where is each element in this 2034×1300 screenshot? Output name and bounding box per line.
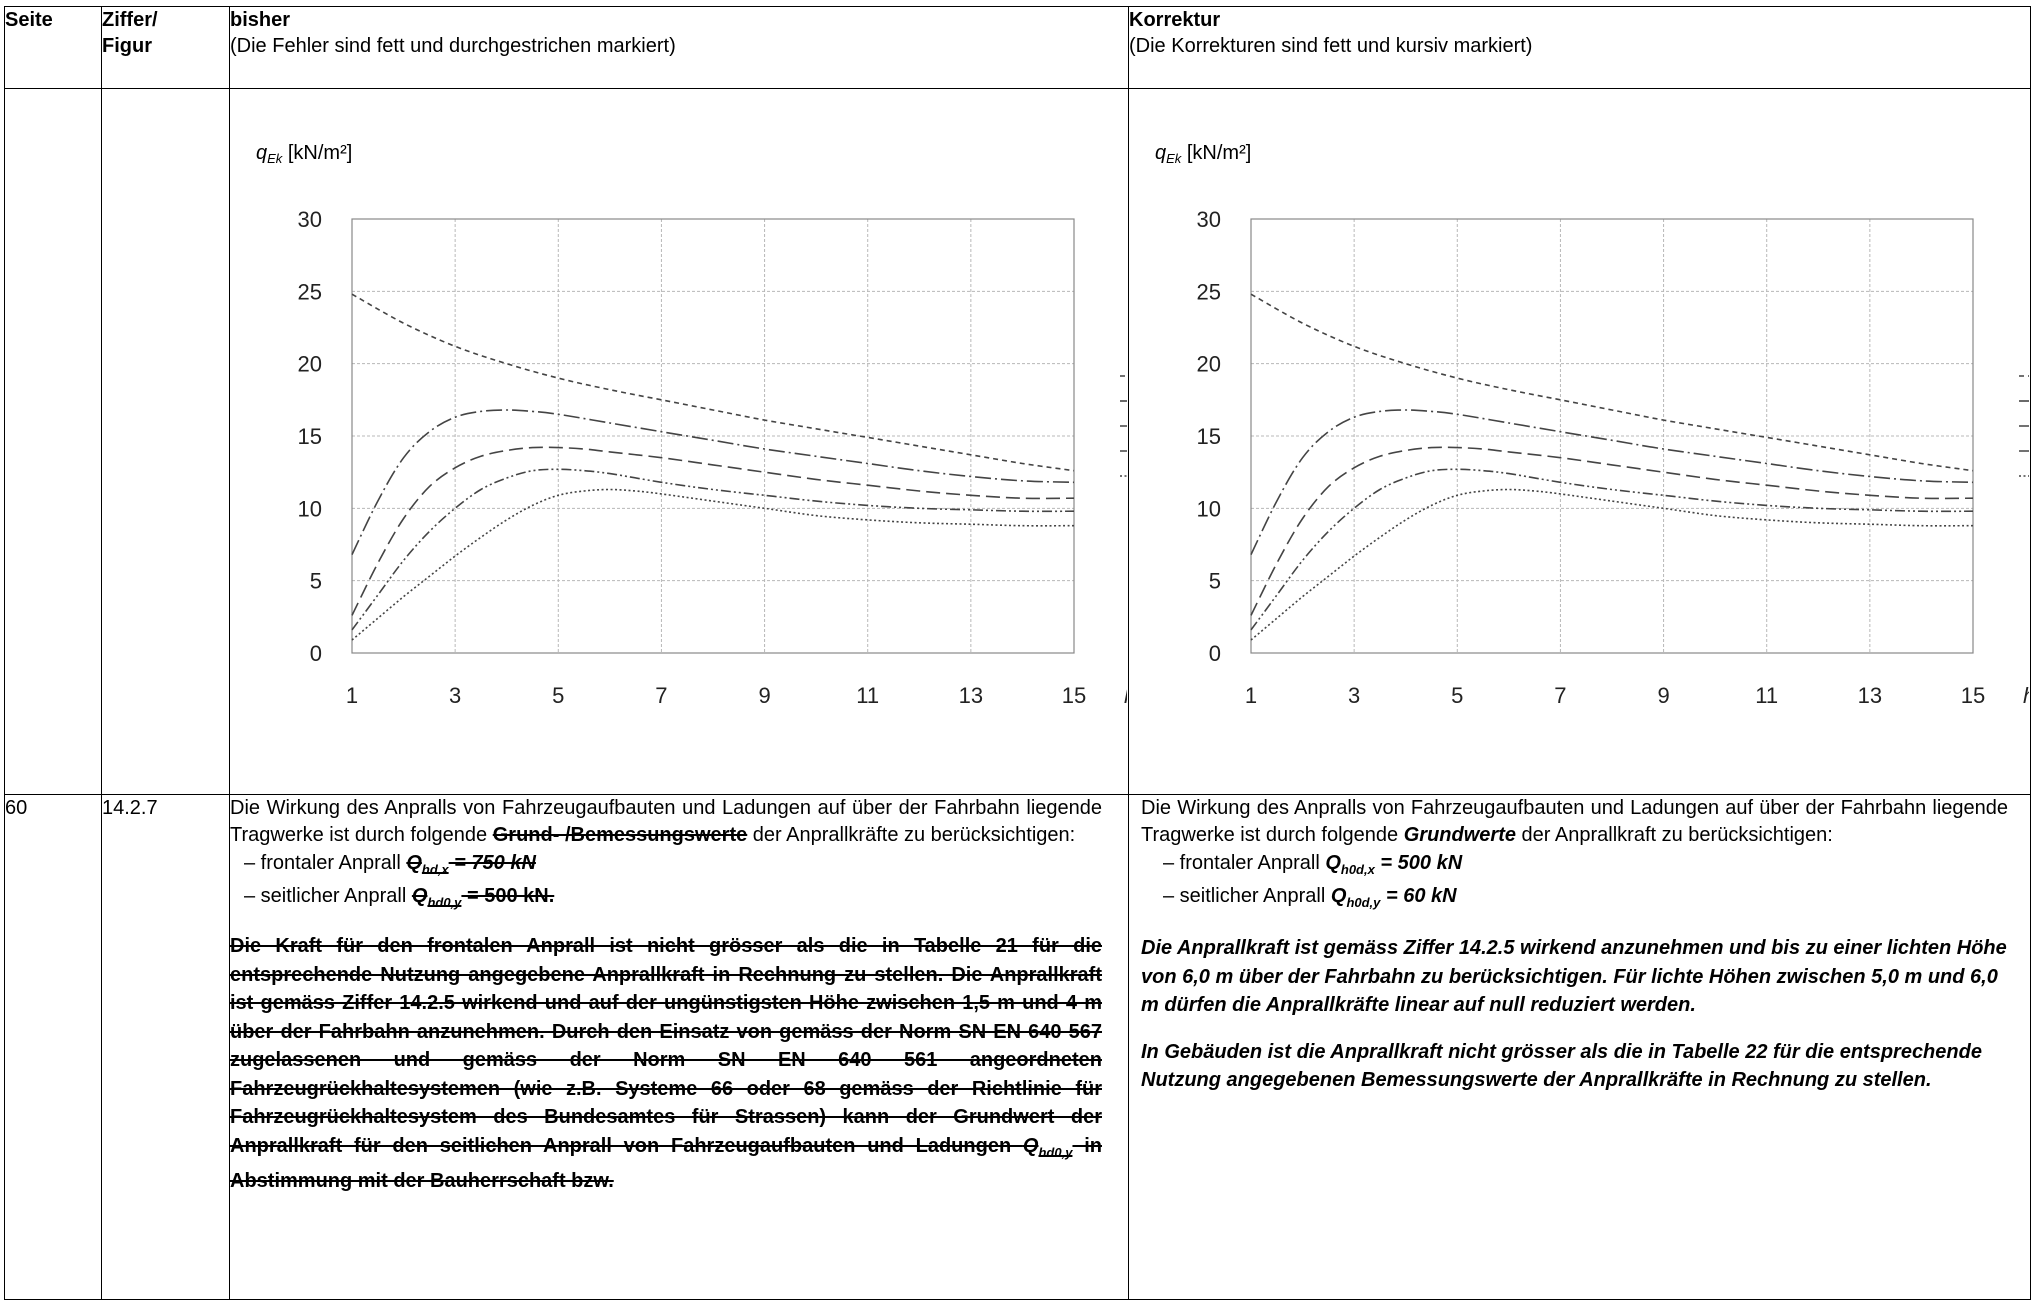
y-axis-label: qEk [kN/m²] [256, 142, 352, 166]
x-tick-label: 7 [1554, 683, 1566, 708]
new-paragraph-1: Die Anprallkraft ist gemäss Ziffer 14.2.… [1141, 937, 2007, 1016]
old-item-lateral: – seitlicher Anprall Qhd0,y = 500 kN. [244, 885, 555, 910]
figure-row-page [4, 88, 102, 795]
old-q-lateral: Qhd0,y [411, 885, 462, 910]
header-clause: Ziffer/Figur [101, 6, 230, 89]
figure-new-cell: qEk [kN/m²]05101520253013579111315h [m]a… [1128, 88, 2034, 795]
new-intro: Die Wirkung des Anpralls von Fahrzeugauf… [1141, 797, 2008, 846]
x-tick-label: 9 [1657, 683, 1669, 708]
x-tick-label: 3 [449, 683, 461, 708]
series-line [351, 446, 1075, 616]
chart-old: qEk [kN/m²]05101520253013579111315h [m]a… [256, 142, 1254, 708]
x-axis-label: h [m] [2023, 683, 2029, 708]
x-tick-label: 13 [1858, 683, 1882, 708]
x-tick-label: 11 [1755, 683, 1778, 708]
x-tick-label: 7 [655, 683, 667, 708]
x-tick-label: 13 [959, 683, 983, 708]
new-values-list: – frontaler Anprall Qh0d,x = 500 kN – se… [1163, 850, 2008, 916]
new-q-frontal: Qh0d,x = 500 kN [1325, 852, 1463, 877]
y-tick-label: 0 [310, 641, 322, 666]
new-item-lateral: – seitlicher Anprall Qh0d,y = 60 kN [1163, 885, 1457, 910]
plot-frame [1250, 218, 1974, 654]
old-text: Die Wirkung des Anpralls von Fahrzeugauf… [230, 795, 1102, 1196]
y-tick-label: 25 [298, 279, 322, 304]
y-tick-label: 10 [298, 496, 322, 521]
x-axis-label: h [m] [1124, 683, 1127, 708]
errata-table: Seite Ziffer/Figur bisher (Die Fehler sin… [4, 6, 2034, 1300]
figure-row: qEk [kN/m²]05101520253013579111315h [m]a… [4, 88, 2034, 795]
row-page-number: 60 [4, 794, 102, 1300]
series-line [1250, 409, 1974, 555]
header-new: Korrektur (Die Korrekturen sind fett und … [1128, 6, 2031, 89]
old-intro: Die Wirkung des Anpralls von Fahrzeugauf… [230, 797, 1102, 846]
series-line [351, 488, 1075, 641]
x-tick-label: 5 [552, 683, 564, 708]
figure-row-clause [101, 88, 230, 795]
x-tick-label: 3 [1348, 683, 1360, 708]
text-row: 60 14.2.7 Die Wirkung des Anpralls von F… [4, 794, 2031, 1300]
old-deleted-paragraph: Die Kraft für den frontalen Anprall ist … [230, 935, 1102, 1192]
series-line [1250, 446, 1974, 616]
new-paragraph-2: In Gebäuden ist die Anprallkraft nicht g… [1141, 1040, 1982, 1092]
series-line [351, 293, 1075, 472]
x-tick-label: 11 [856, 683, 879, 708]
x-tick-label: 5 [1451, 683, 1463, 708]
series-line [1250, 488, 1974, 641]
old-text-cell: Die Wirkung des Anpralls von Fahrzeugauf… [229, 794, 1129, 1300]
y-tick-label: 25 [1197, 279, 1221, 304]
old-q-frontal: Qhd,x = 750 kN [406, 852, 536, 877]
y-tick-label: 15 [298, 424, 322, 449]
y-tick-label: 10 [1197, 496, 1221, 521]
series-line [351, 468, 1075, 631]
x-tick-label: 9 [758, 683, 770, 708]
y-tick-label: 30 [298, 207, 322, 232]
y-tick-label: 5 [310, 569, 322, 594]
y-axis-label: qEk [kN/m²] [1155, 142, 1251, 166]
new-q-lateral: Qh0d,y = 60 kN [1330, 885, 1457, 910]
series-line [1250, 293, 1974, 472]
y-tick-label: 0 [1209, 641, 1221, 666]
new-text: Die Wirkung des Anpralls von Fahrzeugauf… [1141, 795, 2008, 1095]
y-tick-label: 15 [1197, 424, 1221, 449]
header-page: Seite [4, 6, 102, 89]
plot-frame [351, 218, 1075, 654]
y-tick-label: 30 [1197, 207, 1221, 232]
figure-old-cell: qEk [kN/m²]05101520253013579111315h [m]a… [229, 88, 1254, 795]
x-tick-label: 15 [1062, 683, 1086, 708]
x-tick-label: 1 [1245, 683, 1257, 708]
y-tick-label: 5 [1209, 569, 1221, 594]
x-tick-label: 1 [346, 683, 358, 708]
new-item-frontal: – frontaler Anprall Qh0d,x = 500 kN [1163, 852, 1463, 877]
y-tick-label: 20 [298, 352, 322, 377]
new-text-cell: Die Wirkung des Anpralls von Fahrzeugauf… [1128, 794, 2031, 1300]
chart-grid [351, 218, 1075, 654]
x-tick-label: 15 [1961, 683, 1985, 708]
old-values-list: – frontaler Anprall Qhd,x = 750 kN – sei… [244, 850, 1102, 916]
series-line [351, 409, 1075, 555]
series-line [1250, 468, 1974, 631]
y-tick-label: 20 [1197, 352, 1221, 377]
old-item-frontal: – frontaler Anprall Qhd,x = 750 kN [244, 852, 536, 877]
chart-grid [1250, 218, 1974, 654]
row-clause-number: 14.2.7 [101, 794, 230, 1300]
chart-new: qEk [kN/m²]05101520253013579111315h [m]a… [1155, 142, 2034, 708]
table-header-row: Seite Ziffer/Figur bisher (Die Fehler sin… [4, 6, 2031, 89]
header-old: bisher (Die Fehler sind fett und durchges… [229, 6, 1129, 89]
